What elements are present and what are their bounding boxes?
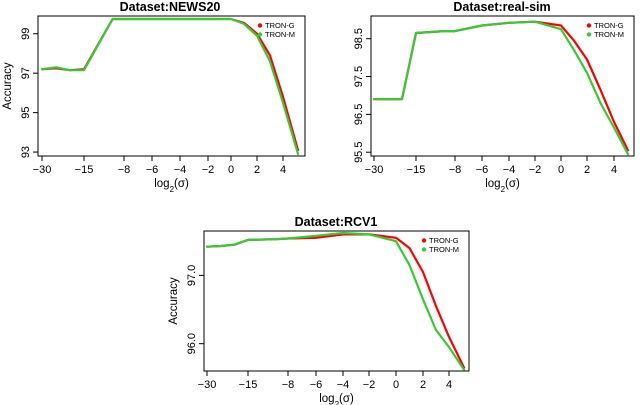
- x-tick-label: −4: [337, 379, 350, 391]
- x-tick-label: −4: [503, 164, 516, 176]
- series-line-tron-g: [372, 20, 630, 152]
- x-tick-label: 2: [254, 164, 260, 176]
- x-axis-label: log2(σ): [485, 178, 520, 194]
- y-tick-label: 95.5: [353, 142, 365, 163]
- chart-panel-2: Dataset:real-sim −30 −15 −8 −6 −4 −2 0 2 4 95.5 96.…: [353, 0, 635, 194]
- x-tick-label: 0: [228, 164, 234, 176]
- x-tick-label: −4: [174, 164, 187, 176]
- series-line-tron-m: [372, 20, 630, 156]
- x-axis-label-subscript: 2: [335, 400, 340, 405]
- x-tick-label: −8: [449, 164, 462, 176]
- plot-frame: [37, 15, 306, 157]
- x-tick-label: −6: [310, 379, 323, 391]
- legend-marker-tron-m: [421, 247, 427, 252]
- legend-label-tron-g: TRON-G: [265, 21, 295, 30]
- x-tick-label: 4: [280, 164, 286, 176]
- x-tick-label: −30: [33, 164, 52, 176]
- y-tick-label: 97: [20, 67, 32, 79]
- x-axis-label: log2(σ): [319, 393, 354, 405]
- chart-title: Dataset:real-sim: [453, 0, 550, 14]
- x-axis-label-rest: (σ): [174, 178, 189, 190]
- series-line-tron-m: [40, 17, 300, 156]
- x-tick-label: −30: [365, 164, 384, 176]
- legend-marker-tron-g: [257, 23, 263, 28]
- x-tick-label: −2: [202, 164, 215, 176]
- x-axis-label-subscript: 2: [501, 185, 506, 194]
- chart-title: Dataset:NEWS20: [120, 0, 221, 14]
- y-tick-label: 99: [20, 28, 32, 40]
- chart-panel-1: Dataset:NEWS20 −30 −15 −8 −6 −4 −2 0 2 4 93 95 97 99 l…: [2, 0, 306, 194]
- legend-label-tron-m: TRON-M: [265, 30, 295, 39]
- x-axis-label-rest: (σ): [339, 393, 354, 405]
- plot-frame: [203, 230, 470, 372]
- x-tick-label: 0: [558, 164, 564, 176]
- legend-label-tron-g: TRON-G: [429, 236, 459, 245]
- series-line-tron-g: [205, 233, 466, 369]
- y-tick-label: 95: [20, 106, 32, 118]
- legend-marker-tron-m: [586, 32, 592, 37]
- y-tick-label: 97.5: [353, 66, 365, 87]
- legend-label-tron-m: TRON-M: [429, 245, 459, 254]
- x-tick-label: −15: [75, 164, 94, 176]
- x-axis-label: log2(σ): [154, 178, 189, 194]
- x-tick-label: −8: [118, 164, 131, 176]
- legend-label-tron-g: TRON-G: [594, 21, 624, 30]
- x-tick-label: 2: [584, 164, 590, 176]
- x-tick-label: 4: [611, 164, 617, 176]
- plot-frame: [370, 15, 635, 157]
- y-tick-label: 97.0: [186, 265, 198, 286]
- x-tick-label: −6: [476, 164, 489, 176]
- x-tick-label: −2: [529, 164, 542, 176]
- x-tick-label: 2: [420, 379, 426, 391]
- x-tick-label: −8: [282, 379, 295, 391]
- chart-panel-3: Dataset:RCV1 −30 −15 −8 −6 −4 −2 0 2 4 96.0 97.0 log…: [168, 215, 470, 405]
- y-axis-label: Accuracy: [168, 277, 180, 325]
- legend-marker-tron-g: [421, 238, 427, 243]
- y-tick-label: 98.5: [353, 28, 365, 49]
- x-tick-label: −15: [239, 379, 258, 391]
- x-axis-label-rest: (σ): [505, 178, 520, 190]
- legend-label-tron-m: TRON-M: [594, 30, 624, 39]
- x-tick-label: 4: [446, 379, 452, 391]
- x-tick-label: −15: [407, 164, 426, 176]
- series-line-tron-m: [205, 231, 466, 371]
- x-tick-label: −2: [363, 379, 376, 391]
- legend-marker-tron-m: [257, 32, 263, 37]
- x-tick-label: −6: [146, 164, 159, 176]
- x-axis-label-subscript: 2: [170, 185, 175, 194]
- y-axis-label: Accuracy: [2, 62, 14, 110]
- chart-title: Dataset:RCV1: [295, 215, 378, 229]
- y-tick-label: 93: [20, 146, 32, 158]
- x-tick-label: 0: [393, 379, 399, 391]
- y-tick-label: 96.5: [353, 104, 365, 125]
- x-tick-label: −30: [198, 379, 217, 391]
- legend-marker-tron-g: [586, 23, 592, 28]
- y-tick-label: 96.0: [186, 333, 198, 354]
